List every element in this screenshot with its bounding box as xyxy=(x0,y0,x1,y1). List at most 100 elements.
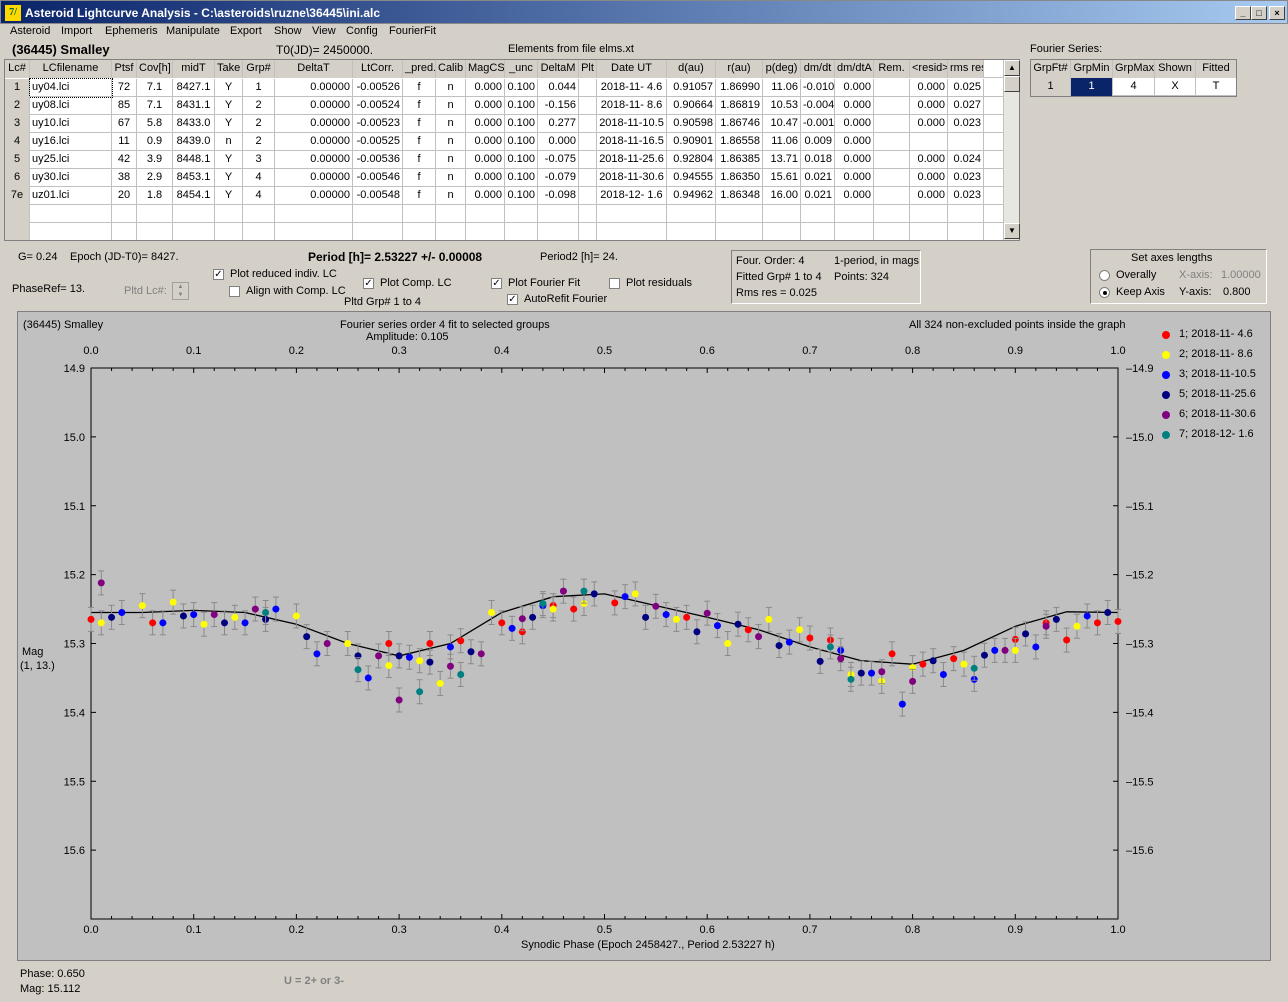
table-cell[interactable] xyxy=(137,223,173,240)
table-cell[interactable]: 2 xyxy=(243,115,275,133)
table-cell[interactable] xyxy=(763,223,801,240)
table-cell[interactable]: f xyxy=(403,169,436,187)
table-cell[interactable]: 1.86558 xyxy=(716,133,763,151)
table-cell[interactable]: 7.1 xyxy=(137,79,173,97)
table-cell[interactable]: -0.00524 xyxy=(353,97,403,115)
table-cell[interactable]: 0.100 xyxy=(505,133,538,151)
table-cell[interactable]: 2018-11-10.5 xyxy=(597,115,667,133)
column-header[interactable]: Grp# xyxy=(243,60,275,78)
table-cell[interactable]: 0.000 xyxy=(466,133,505,151)
table-cell[interactable] xyxy=(353,223,403,240)
table-cell[interactable]: 2 xyxy=(5,97,30,115)
table-cell[interactable] xyxy=(466,223,505,240)
table-cell[interactable] xyxy=(801,223,835,240)
table-cell[interactable]: -0.00536 xyxy=(353,151,403,169)
table-cell[interactable] xyxy=(112,205,137,223)
table-cell[interactable] xyxy=(874,133,910,151)
table-cell[interactable]: uy08.lci xyxy=(30,97,112,115)
table-cell[interactable]: uy30.lci xyxy=(30,169,112,187)
column-header[interactable]: dm/dtA xyxy=(835,60,874,78)
table-cell[interactable]: 2018-11-25.6 xyxy=(597,151,667,169)
spin-down-icon[interactable]: ▼ xyxy=(177,292,184,298)
table-cell[interactable]: 0.009 xyxy=(801,133,835,151)
table-cell[interactable] xyxy=(436,223,466,240)
table-cell[interactable]: 0.023 xyxy=(948,187,984,205)
table-cell[interactable] xyxy=(579,97,597,115)
table-cell[interactable] xyxy=(716,223,763,240)
table-cell[interactable]: 0.000 xyxy=(910,97,948,115)
table-cell[interactable]: 0.000 xyxy=(466,151,505,169)
lightcurve-plot[interactable]: (36445) Smalley Fourier series order 4 f… xyxy=(17,311,1271,961)
table-row[interactable]: 1 uy04.lci 72 7.1 8427.1 Y 1 0.00000 -0.00526 f n 0… xyxy=(5,78,1005,98)
lightcurve-table[interactable]: Lc# LCfilename Ptsf Cov[h] midT Take Grp# Delta… xyxy=(4,59,1020,241)
table-cell[interactable]: 2 xyxy=(243,97,275,115)
table-cell[interactable]: 67 xyxy=(112,115,137,133)
menu-asteroid[interactable]: Asteroid xyxy=(10,25,51,37)
table-cell[interactable] xyxy=(173,223,215,240)
table-cell[interactable]: 0.018 xyxy=(801,151,835,169)
table-cell[interactable]: 8453.1 xyxy=(173,169,215,187)
table-cell[interactable]: 5.8 xyxy=(137,115,173,133)
table-cell[interactable]: 0.00000 xyxy=(275,79,353,97)
table-scrollbar[interactable]: ▲ ▼ xyxy=(1003,60,1020,240)
table-cell[interactable] xyxy=(874,115,910,133)
table-row[interactable]: 4 uy16.lci 11 0.9 8439.0 n 2 0.00000 -0.00525 f n 0… xyxy=(5,133,1005,151)
table-cell[interactable]: 0.000 xyxy=(835,79,874,97)
table-cell[interactable]: 10.47 xyxy=(763,115,801,133)
table-cell[interactable]: 0.100 xyxy=(505,115,538,133)
table-cell[interactable]: 0.100 xyxy=(505,169,538,187)
table-cell[interactable]: 8433.0 xyxy=(173,115,215,133)
table-cell[interactable]: n xyxy=(436,169,466,187)
table-cell[interactable]: 1 xyxy=(1031,78,1071,96)
table-cell[interactable]: 0.000 xyxy=(835,151,874,169)
table-cell[interactable]: 0.021 xyxy=(801,187,835,205)
table-row[interactable]: 5 uy25.lci 42 3.9 8448.1 Y 3 0.00000 -0.00536 f n 0… xyxy=(5,151,1005,169)
table-cell[interactable] xyxy=(579,115,597,133)
table-cell[interactable]: 0.000 xyxy=(835,187,874,205)
table-cell[interactable] xyxy=(579,169,597,187)
column-header[interactable]: Plt xyxy=(579,60,597,78)
table-cell[interactable]: 2018-11-16.5 xyxy=(597,133,667,151)
table-cell[interactable]: 0.000 xyxy=(466,169,505,187)
table-cell[interactable]: uy04.lci xyxy=(29,78,113,98)
table-cell[interactable]: 7e xyxy=(5,187,30,205)
align-comp-checkbox[interactable] xyxy=(229,286,240,297)
table-cell[interactable]: 0.91057 xyxy=(667,79,716,97)
table-cell[interactable]: 1.86819 xyxy=(716,97,763,115)
table-cell[interactable] xyxy=(173,205,215,223)
table-cell[interactable]: 4 xyxy=(5,133,30,151)
table-cell[interactable]: 0.00000 xyxy=(275,115,353,133)
table-cell[interactable]: 2018-11-30.6 xyxy=(597,169,667,187)
table-cell[interactable] xyxy=(597,223,667,240)
table-cell[interactable] xyxy=(403,205,436,223)
table-cell[interactable] xyxy=(215,223,243,240)
table-cell[interactable]: 10.53 xyxy=(763,97,801,115)
table-cell[interactable]: -0.075 xyxy=(538,151,579,169)
table-cell[interactable]: 0.027 xyxy=(948,97,984,115)
table-cell[interactable] xyxy=(538,205,579,223)
table-cell[interactable]: 0.000 xyxy=(835,115,874,133)
table-cell[interactable]: 0.100 xyxy=(505,79,538,97)
plot-fourier-checkbox[interactable]: ✓ xyxy=(491,278,502,289)
table-cell[interactable] xyxy=(948,223,984,240)
table-cell[interactable]: Y xyxy=(215,187,243,205)
table-cell[interactable] xyxy=(716,205,763,223)
table-cell[interactable]: 1.86746 xyxy=(716,115,763,133)
table-cell[interactable]: 0.00000 xyxy=(275,169,353,187)
table-cell[interactable]: 0.100 xyxy=(505,151,538,169)
table-cell[interactable] xyxy=(874,169,910,187)
table-cell[interactable]: -0.00523 xyxy=(353,115,403,133)
pltd-lc-spinner[interactable]: ▲ ▼ xyxy=(172,282,189,300)
table-cell[interactable]: 1 xyxy=(5,79,30,97)
minimize-button[interactable]: _ xyxy=(1235,6,1251,20)
column-header[interactable]: LtCorr. xyxy=(353,60,403,78)
column-header[interactable]: midT xyxy=(173,60,215,78)
column-header[interactable]: Date UT xyxy=(597,60,667,78)
table-cell[interactable]: 0.000 xyxy=(466,115,505,133)
table-cell[interactable]: f xyxy=(403,187,436,205)
table-cell[interactable]: 15.61 xyxy=(763,169,801,187)
table-cell[interactable] xyxy=(948,133,984,151)
table-cell[interactable] xyxy=(403,223,436,240)
table-cell[interactable]: Y xyxy=(215,79,243,97)
table-cell[interactable]: 72 xyxy=(112,79,137,97)
